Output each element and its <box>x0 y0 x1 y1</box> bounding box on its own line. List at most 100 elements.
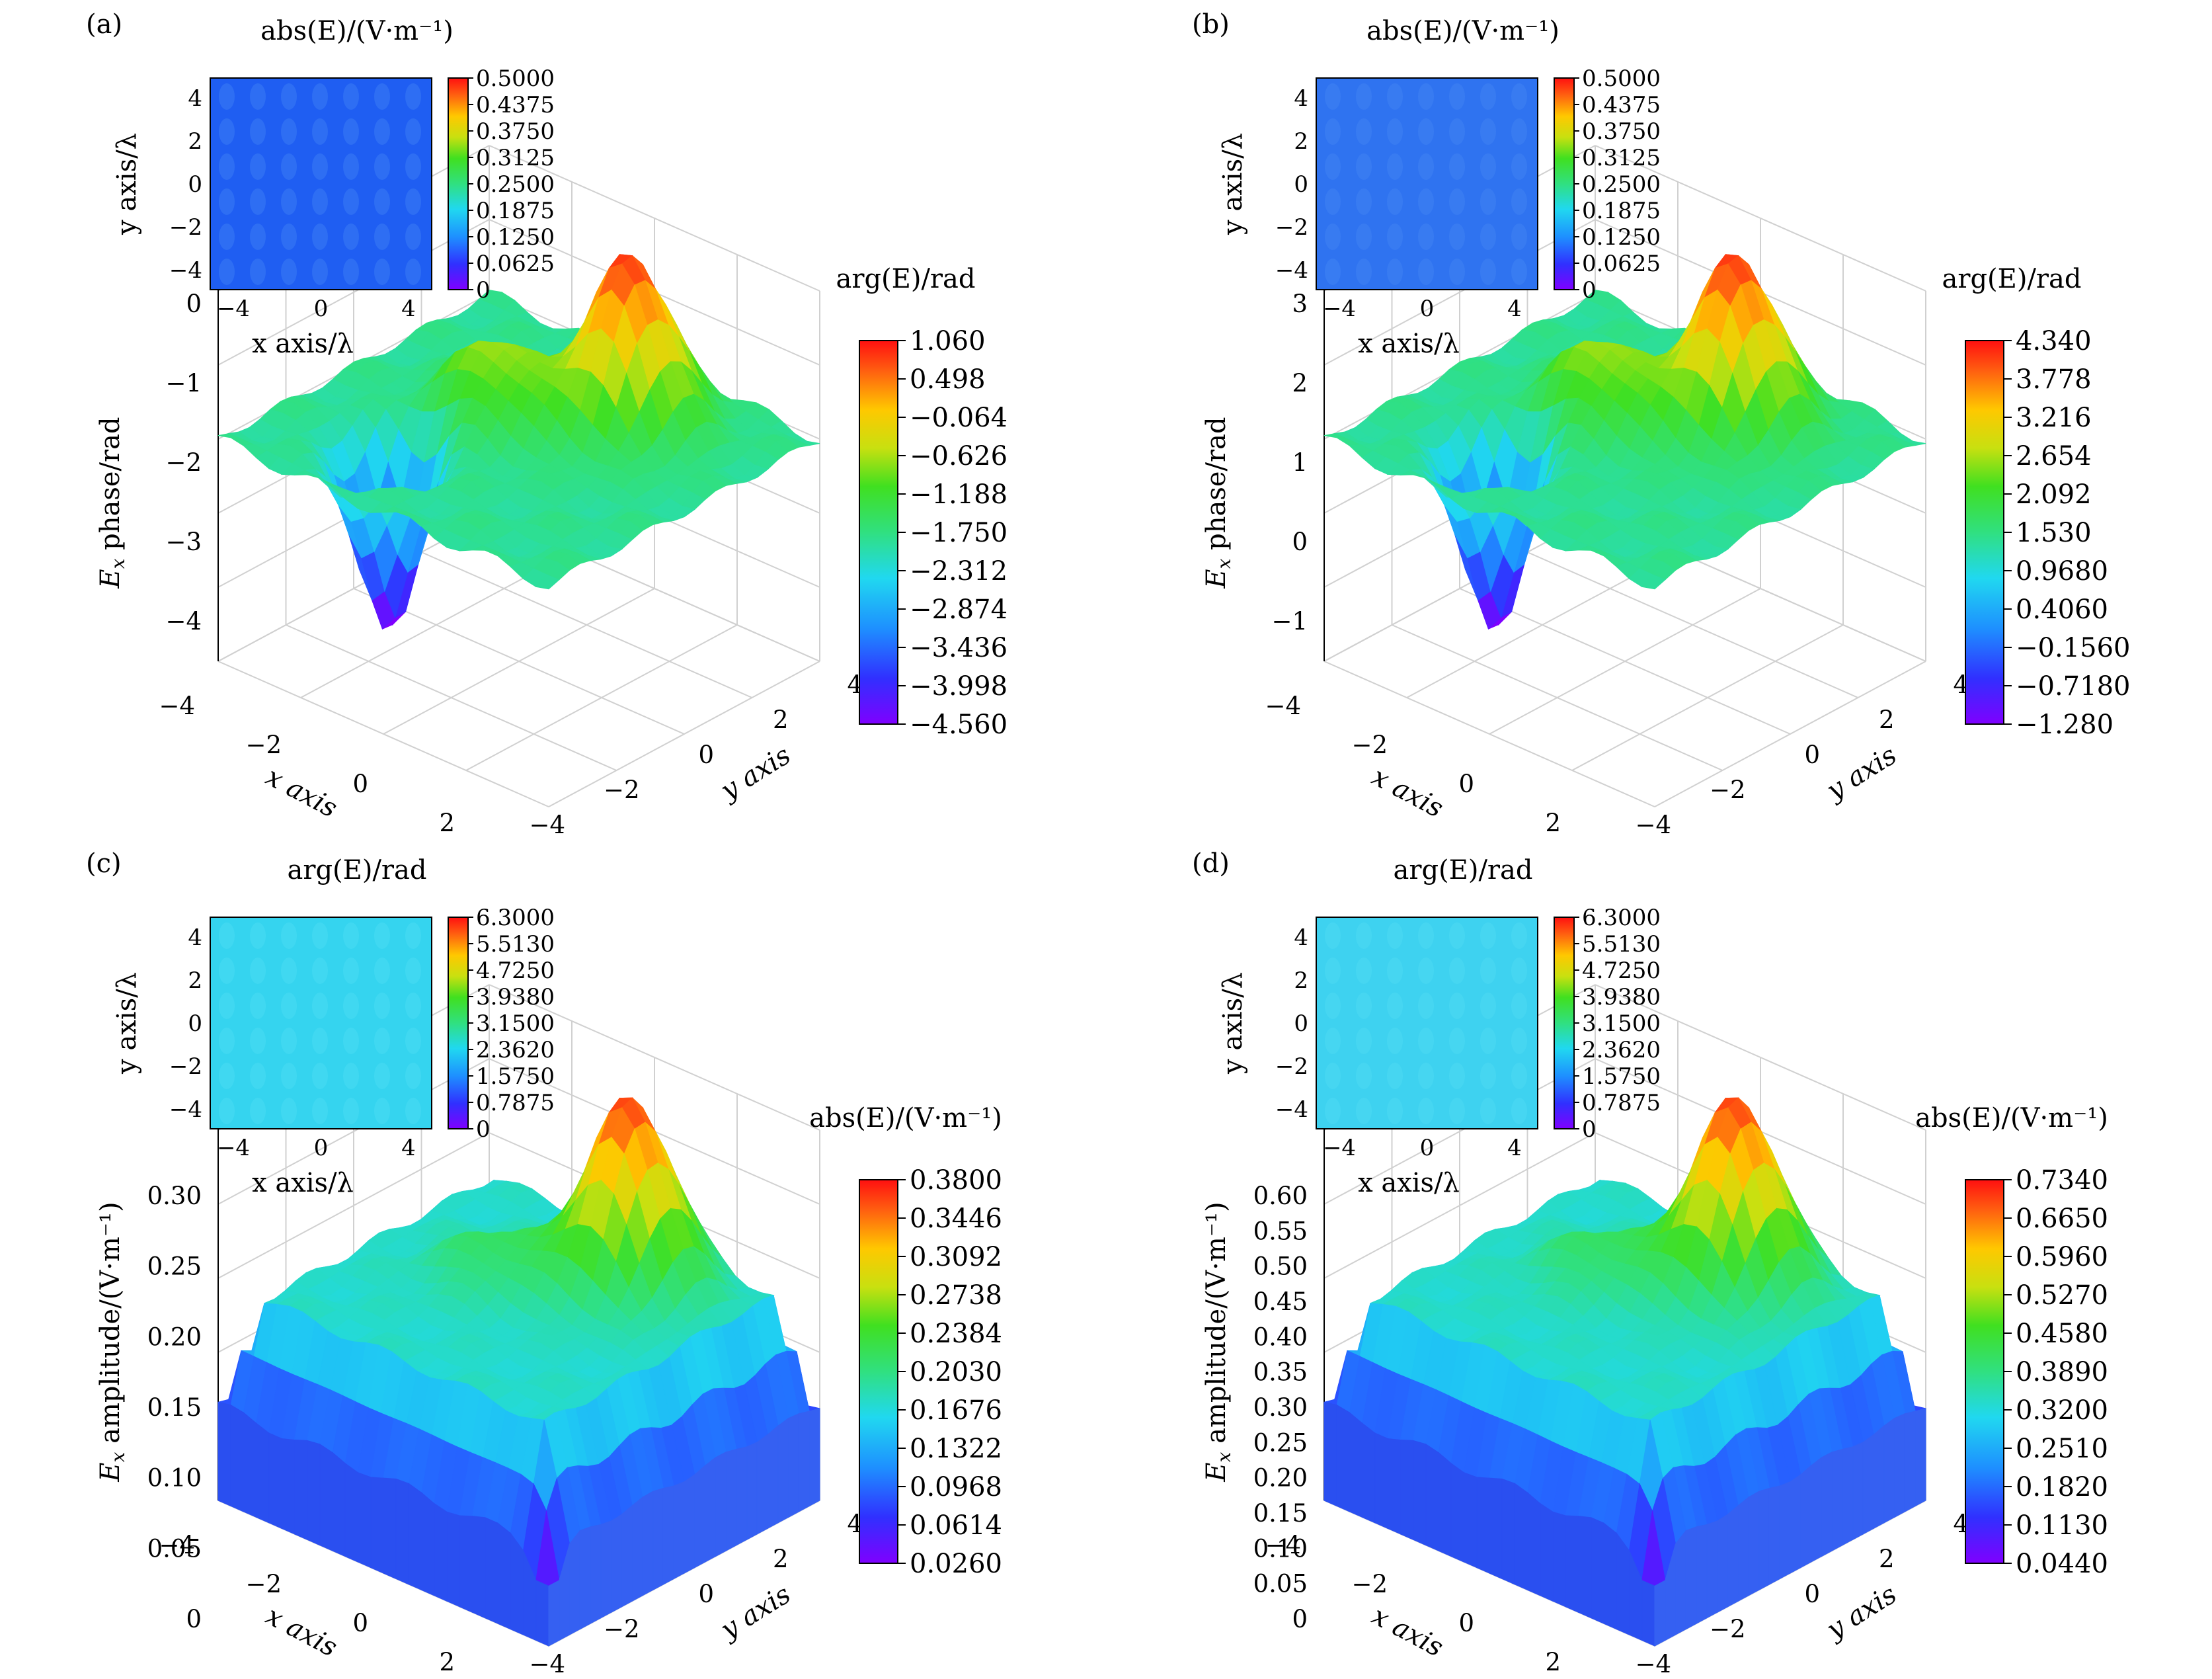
panel-svg-b: (b) 3 2 1 0 −1 Ex phase/rad −4 −2 0 2 4 x axis −4 −2 0 2… <box>1192 9 2130 839</box>
inset-blob <box>1325 958 1341 984</box>
skirt-patch <box>268 1432 282 1530</box>
skirt-patch <box>1438 1452 1452 1557</box>
inset-blob <box>1449 1028 1465 1054</box>
z-tick-label: 0.30 <box>1253 1393 1308 1422</box>
z-tick-label: −1 <box>1271 607 1308 635</box>
skirt-patch <box>1362 1422 1376 1524</box>
z-tick-label: 0.60 <box>1253 1182 1308 1210</box>
inset-blob <box>250 83 266 110</box>
skirt-patch <box>307 1440 321 1546</box>
inset-blob <box>1325 993 1341 1019</box>
colorbar-tick-label: −1.280 <box>2016 710 2113 740</box>
inset-texture <box>1325 922 1527 1124</box>
colorbar-tick-label: 0.0440 <box>2016 1549 2108 1579</box>
inset-texture <box>219 922 421 1124</box>
x-axis-label: x axis <box>261 761 342 824</box>
inset-blob <box>1480 224 1496 250</box>
z-tick-label: 0.15 <box>1253 1499 1308 1528</box>
inset-blob <box>281 958 297 984</box>
inset-blob <box>374 224 390 250</box>
z-tick-label: 0.35 <box>1253 1358 1308 1387</box>
skirt-patch <box>715 1452 727 1557</box>
inset-blob <box>1387 1063 1403 1089</box>
inset-blob <box>405 153 421 180</box>
inset-blob <box>1325 118 1341 145</box>
inset-blob <box>1480 922 1496 949</box>
inset-blob <box>374 1098 390 1124</box>
skirt-patch <box>569 1530 580 1635</box>
inset-blob <box>219 1063 235 1089</box>
colorbar-tick-label: 0.7340 <box>2016 1165 2108 1196</box>
skirt-patch <box>1800 1465 1812 1569</box>
skirt-patch <box>705 1456 716 1563</box>
skirt-patch <box>1450 1463 1465 1563</box>
skirt-patch <box>798 1411 810 1512</box>
skirt-patch <box>600 1520 612 1619</box>
inset-blob <box>1325 83 1341 110</box>
skirt-patch <box>1578 1516 1592 1619</box>
skirt-patch <box>1540 1502 1554 1602</box>
skirt-patch <box>1616 1532 1630 1635</box>
surface-patch <box>1641 574 1666 590</box>
inset-blob <box>312 153 328 180</box>
skirt-patch <box>459 1515 473 1613</box>
inset-x-tick-label: −4 <box>1323 296 1356 322</box>
inset-blob <box>219 993 235 1019</box>
inset-blob <box>1480 188 1496 215</box>
inset-colorbar-tick-label: 0.2500 <box>1582 171 1661 198</box>
x-tick-label: 0 <box>1458 1609 1474 1637</box>
skirt-patch <box>358 1472 372 1569</box>
y-tick-label: −2 <box>1710 1615 1746 1643</box>
inset-blob <box>1418 259 1434 285</box>
skirt-patch <box>1842 1446 1854 1546</box>
inset-blob <box>405 83 421 110</box>
inset-x-label: x axis/λ <box>1358 329 1460 359</box>
x-tick-label: 2 <box>1545 809 1561 837</box>
inset-blob <box>405 188 421 215</box>
inset-blob <box>405 1063 421 1089</box>
skirt-patch <box>767 1425 779 1530</box>
inset-blob <box>219 1028 235 1054</box>
skirt-patch <box>684 1474 695 1574</box>
inset-colorbar-tick-label: 2.3620 <box>476 1037 555 1063</box>
inset-blob <box>1356 83 1372 110</box>
inset-blob <box>250 118 266 145</box>
inset-blob <box>1356 1063 1372 1089</box>
colorbar-tick-label: 0.3800 <box>910 1165 1002 1196</box>
inset-x-tick-label: 4 <box>1507 296 1522 322</box>
skirt-patch <box>725 1448 737 1551</box>
skirt-patch <box>1821 1452 1833 1557</box>
colorbar-tick-label: 0.1322 <box>910 1434 1002 1464</box>
inset-x-tick-label: 0 <box>1420 296 1435 322</box>
colorbar-tick-label: 3.778 <box>2016 364 2092 395</box>
skirt-patch <box>230 1404 244 1512</box>
skirt-patch <box>497 1522 511 1630</box>
skirt-patch <box>1904 1411 1916 1512</box>
colorbar-tick-label: 0.3446 <box>910 1204 1002 1234</box>
inset-blob <box>1387 118 1403 145</box>
inset-blob <box>374 118 390 145</box>
colorbar-tick-label: 3.216 <box>2016 403 2092 433</box>
inset-colorbar-tick-label: 6.3000 <box>1582 905 1661 931</box>
inset-y-label: y axis/λ <box>1218 972 1248 1075</box>
panel-c: (c) 0.30 0.25 0.20 0.15 0.10 0.05 0 Ex amplitude… <box>0 839 1106 1678</box>
inset-blob <box>405 993 421 1019</box>
inset-colorbar-tick-label: 0 <box>476 1116 491 1143</box>
inset-blob <box>1325 1063 1341 1089</box>
grid-line <box>1527 552 1858 698</box>
inset-blob <box>1511 118 1527 145</box>
colorbar-tick-label: 0.498 <box>910 364 986 395</box>
skirt-patch <box>1685 1526 1697 1630</box>
colorbar-tick-label: 0.6650 <box>2016 1204 2108 1234</box>
x-tick-label: 2 <box>439 809 455 837</box>
x-tick-label: −2 <box>1351 1570 1388 1598</box>
inset-y-tick-label: −4 <box>169 1096 202 1123</box>
inset-blob <box>1418 118 1434 145</box>
inset-blob <box>343 153 359 180</box>
colorbar-tick-label: 0.1676 <box>910 1395 1002 1426</box>
inset-blob <box>1480 1028 1496 1054</box>
colorbar <box>1965 340 2004 725</box>
inset-heatmap <box>210 917 432 1129</box>
skirt-patch <box>1336 1404 1350 1512</box>
inset-y-tick-label: 0 <box>1294 171 1308 198</box>
